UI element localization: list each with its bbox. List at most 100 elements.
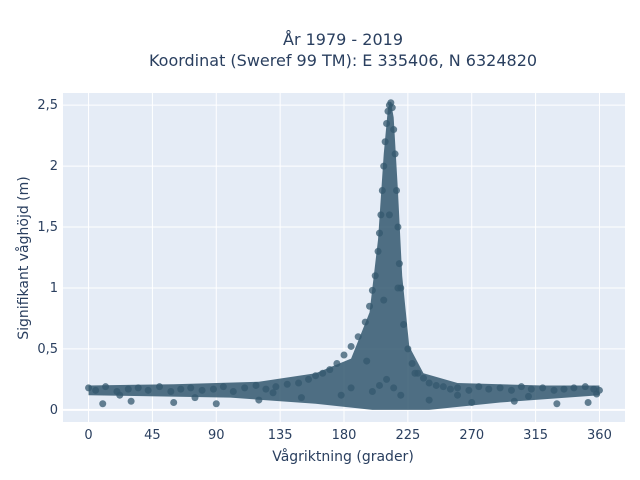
scatter-point <box>85 384 93 392</box>
scatter-point <box>404 345 412 353</box>
scatter-point <box>397 391 405 399</box>
scatter-point <box>524 392 532 400</box>
scatter-point <box>212 400 220 408</box>
scatter-point <box>295 379 303 387</box>
scatter-point <box>347 342 355 350</box>
scatter-point <box>496 384 504 392</box>
chart-title-line2: Koordinat (Sweref 99 TM): E 335406, N 63… <box>149 51 537 70</box>
scatter-point <box>400 321 408 329</box>
scatter-point <box>391 150 399 158</box>
scatter-point <box>326 366 334 374</box>
scatter-point <box>333 360 341 368</box>
scatter-point <box>198 386 206 394</box>
scatter-points <box>85 99 603 408</box>
scatter-point <box>378 186 386 194</box>
scatter-point <box>454 391 462 399</box>
scatter-point <box>383 375 391 383</box>
scatter-point <box>124 385 132 393</box>
scatter-point <box>408 360 416 368</box>
y-tick-label: 1,5 <box>37 220 58 235</box>
scatter-point <box>393 186 401 194</box>
scatter-point <box>377 211 385 219</box>
scatter-point <box>374 247 382 255</box>
y-tick-label: 1 <box>50 281 58 296</box>
scatter-point <box>269 389 277 397</box>
scatter-point <box>167 388 175 396</box>
scatter-point <box>380 162 388 170</box>
scatter-point <box>425 396 433 404</box>
scatter-point <box>354 333 362 341</box>
scatter-point <box>191 394 199 402</box>
scatter-point <box>170 399 178 407</box>
x-axis-title: Vågriktning (grader) <box>272 448 414 465</box>
scatter-point <box>383 119 391 127</box>
scatter-point <box>439 383 447 391</box>
scatter-point <box>229 388 237 396</box>
x-tick-label: 180 <box>332 428 357 443</box>
y-tick-label: 2,5 <box>37 98 58 113</box>
x-tick-label: 270 <box>459 428 484 443</box>
scatter-point <box>361 318 369 326</box>
scatter-point <box>475 383 483 391</box>
scatter-point <box>99 400 107 408</box>
x-tick-label: 45 <box>144 428 161 443</box>
scatter-point <box>156 383 164 391</box>
scatter-point <box>560 385 568 393</box>
scatter-point <box>510 397 518 405</box>
scatter-point <box>375 381 383 389</box>
scatter-point <box>340 351 348 359</box>
scatter-point <box>319 369 327 377</box>
x-tick-label: 360 <box>587 428 612 443</box>
scatter-point <box>446 385 454 393</box>
scatter-point <box>454 384 462 392</box>
grid <box>63 93 625 422</box>
scatter-point <box>347 384 355 392</box>
scatter-point <box>517 383 525 391</box>
y-tick-label: 0 <box>50 403 58 418</box>
scatter-point <box>134 384 142 392</box>
chart-title-line1: År 1979 - 2019 <box>283 30 403 49</box>
x-tick-label: 135 <box>268 428 293 443</box>
scatter-point <box>297 394 305 402</box>
scatter-point <box>337 391 345 399</box>
scatter-point <box>385 211 393 219</box>
scatter-point <box>381 138 389 146</box>
scatter-point <box>570 384 578 392</box>
x-tick-label: 90 <box>208 428 225 443</box>
scatter-point <box>584 399 592 407</box>
scatter-point <box>272 383 280 391</box>
scatter-point <box>116 391 124 399</box>
scatter-point <box>92 386 100 394</box>
scatter-point <box>371 272 379 280</box>
scatter-point <box>368 286 376 294</box>
scatter-point <box>485 385 493 393</box>
scatter-point <box>144 386 152 394</box>
scatter-point <box>394 284 402 292</box>
y-tick-label: 0,5 <box>37 342 58 357</box>
scatter-point <box>283 380 291 388</box>
scatter-point <box>527 385 535 393</box>
y-axis-title: Signifikant våghöjd (m) <box>15 176 32 339</box>
scatter-point <box>388 104 396 112</box>
scatter-point <box>411 369 419 377</box>
scatter-point <box>252 381 260 389</box>
scatter-point <box>468 399 476 407</box>
scatter-point <box>432 381 440 389</box>
scatter-point <box>395 260 403 268</box>
scatter-point <box>593 390 601 398</box>
y-tick-label: 2 <box>50 159 58 174</box>
scatter-point <box>363 357 371 365</box>
scatter-point <box>390 126 398 134</box>
scatter-point <box>419 374 427 382</box>
scatter-point <box>219 383 227 391</box>
scatter-point <box>262 385 270 393</box>
scatter-point <box>241 384 249 392</box>
y-axis-ticks: 0 0,5 1 1,5 2 2,5 <box>37 98 58 418</box>
scatter-point <box>366 302 374 310</box>
scatter-point <box>368 388 376 396</box>
x-tick-label: 225 <box>395 428 420 443</box>
scatter-point <box>550 386 558 394</box>
scatter-point <box>305 375 313 383</box>
scatter-point <box>581 383 589 391</box>
